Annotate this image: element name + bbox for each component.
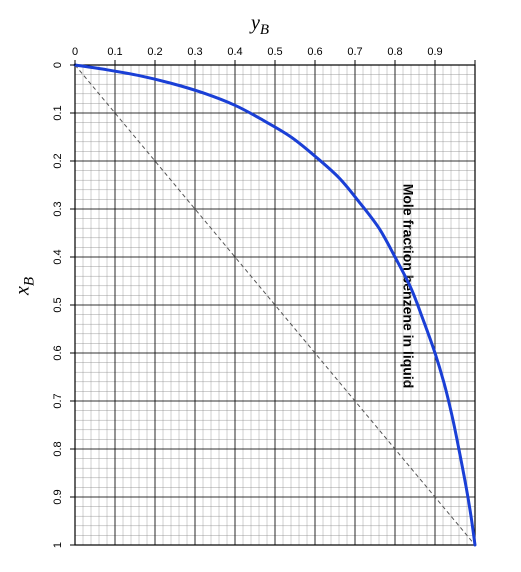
svg-text:0.1: 0.1 <box>107 46 122 58</box>
svg-text:0.2: 0.2 <box>147 46 162 58</box>
x-axis-label: yB <box>251 12 269 39</box>
svg-text:0.4: 0.4 <box>52 249 64 264</box>
svg-text:0: 0 <box>72 46 78 58</box>
svg-text:0: 0 <box>52 62 64 68</box>
x-axis-subscript: B <box>260 22 269 38</box>
plot-svg: 0 0.1 0.2 0.3 0.4 0.5 0.6 0.7 0.8 0.9 0 0.1 0.2 0.3 0.… <box>20 10 500 562</box>
svg-text:0.4: 0.4 <box>227 46 242 58</box>
svg-text:0.1: 0.1 <box>52 105 64 120</box>
vle-chart: yB xB 00.10.20.30.40.50.60.70.80.900.10.… <box>20 10 500 562</box>
svg-text:0.6: 0.6 <box>307 46 322 58</box>
svg-text:0.2: 0.2 <box>52 153 64 168</box>
svg-text:0.7: 0.7 <box>347 46 362 58</box>
svg-text:0.7: 0.7 <box>52 393 64 408</box>
svg-text:0.5: 0.5 <box>52 297 64 312</box>
x-axis-symbol: y <box>251 12 260 34</box>
y-axis-symbol: x <box>12 286 34 295</box>
svg-text:1: 1 <box>52 542 64 548</box>
svg-text:0.3: 0.3 <box>187 46 202 58</box>
svg-text:0.9: 0.9 <box>52 489 64 504</box>
svg-text:0.5: 0.5 <box>267 46 282 58</box>
svg-text:0.3: 0.3 <box>52 201 64 216</box>
svg-text:0.8: 0.8 <box>387 46 402 58</box>
y-axis-subscript: B <box>22 277 38 286</box>
y-axis-label: xB <box>12 277 39 295</box>
svg-text:0.9: 0.9 <box>427 46 442 58</box>
svg-text:0.8: 0.8 <box>52 441 64 456</box>
svg-text:0.6: 0.6 <box>52 345 64 360</box>
